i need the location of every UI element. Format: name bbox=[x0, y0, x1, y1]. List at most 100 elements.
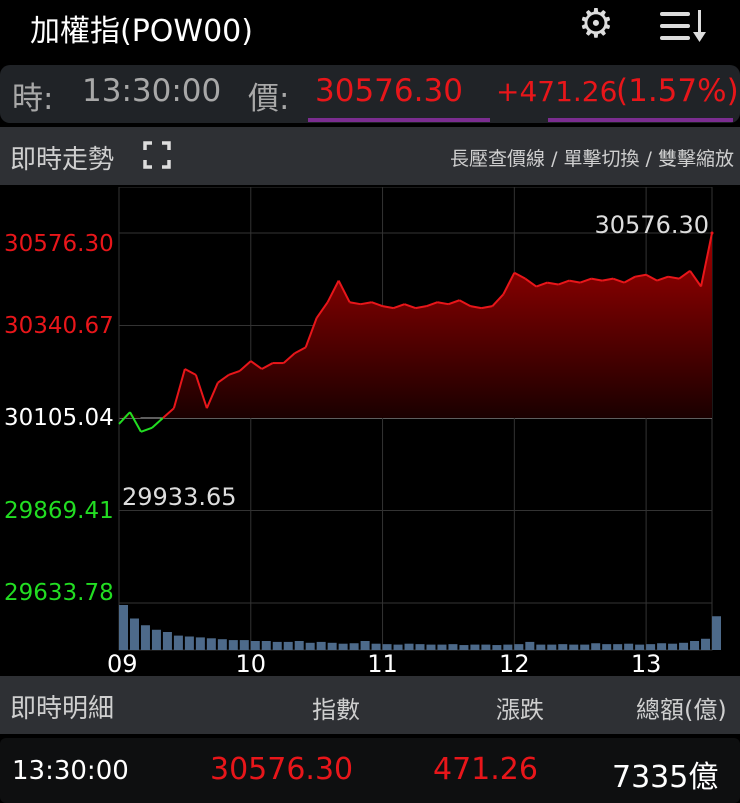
price-underline bbox=[308, 118, 490, 122]
table-row[interactable]: 13:30:00 30576.30 471.26 7335億 bbox=[0, 738, 740, 803]
volume-bar bbox=[481, 644, 491, 650]
price-label: 價: bbox=[248, 81, 290, 117]
volume-bar bbox=[382, 644, 392, 650]
volume-bar bbox=[393, 644, 403, 650]
price-segment bbox=[315, 301, 329, 319]
price-segment bbox=[569, 279, 581, 284]
volume-bar bbox=[536, 644, 546, 650]
volume-bar bbox=[668, 643, 678, 650]
volume-bar bbox=[426, 644, 436, 650]
volume-bar bbox=[140, 625, 150, 650]
chart-svg: 30576.30 29933.65 09 10 11 12 13 bbox=[107, 186, 721, 678]
price-segment bbox=[205, 382, 219, 409]
price-segment bbox=[547, 281, 559, 286]
intraday-chart[interactable]: 30576.30 29933.65 09 10 11 12 13 30576.30 30… bbox=[0, 186, 740, 678]
volume-bar bbox=[712, 616, 721, 650]
volume-bar bbox=[184, 636, 194, 650]
price-segment bbox=[491, 293, 505, 307]
price-segment bbox=[283, 352, 296, 364]
price-segment bbox=[184, 368, 197, 376]
price-segment bbox=[579, 277, 592, 284]
fullscreen-icon[interactable] bbox=[143, 141, 171, 169]
column-header-index: 指數 bbox=[312, 696, 360, 724]
volume-bar bbox=[613, 644, 623, 650]
app-header: 加權指(POW00) ⚙ bbox=[0, 0, 740, 60]
quote-price: 30576.30 bbox=[315, 73, 463, 109]
price-segment bbox=[217, 374, 230, 384]
price-segment bbox=[140, 426, 153, 433]
volume-bar bbox=[151, 629, 161, 650]
quote-time: 13:30:00 bbox=[82, 73, 222, 109]
price-segment bbox=[404, 303, 416, 310]
volume-bar bbox=[646, 644, 656, 650]
sort-list-icon[interactable] bbox=[660, 10, 708, 42]
high-price-label: 30576.30 bbox=[594, 211, 709, 239]
volume-bar bbox=[448, 644, 458, 650]
volume-bar bbox=[470, 644, 480, 650]
volume-bar bbox=[547, 644, 557, 650]
price-segment bbox=[481, 305, 493, 310]
volume-bar bbox=[305, 642, 315, 650]
x-tick-label: 12 bbox=[499, 650, 530, 676]
volume-bar bbox=[206, 638, 216, 650]
volume-bar bbox=[217, 639, 227, 650]
trend-title: 即時走勢 bbox=[10, 145, 115, 175]
volume-bar bbox=[261, 641, 271, 650]
row-change: 471.26 bbox=[433, 752, 538, 787]
volume-bar bbox=[602, 644, 612, 650]
price-segment bbox=[360, 301, 372, 306]
price-segment bbox=[371, 301, 383, 308]
row-amount: 7335億 bbox=[612, 760, 719, 795]
volume-bar bbox=[239, 640, 249, 650]
x-tick-label: 10 bbox=[236, 650, 267, 676]
price-segment bbox=[228, 369, 241, 376]
volume-bar bbox=[569, 644, 579, 650]
volume-bar bbox=[525, 641, 535, 650]
volume-bar bbox=[129, 618, 139, 650]
change-underline bbox=[548, 118, 733, 122]
price-segment bbox=[557, 279, 570, 286]
volume-bar bbox=[558, 644, 568, 650]
trend-hint: 長壓查價線 / 單擊切換 / 雙擊縮放 bbox=[450, 148, 734, 170]
row-time: 13:30:00 bbox=[12, 756, 129, 786]
price-segment bbox=[513, 271, 526, 280]
y-tick-label: 30576.30 bbox=[4, 231, 114, 257]
price-segment bbox=[591, 277, 603, 282]
volume-bar bbox=[283, 641, 293, 650]
price-segment bbox=[502, 272, 516, 295]
price-segment bbox=[689, 270, 702, 288]
column-header-change: 漲跌 bbox=[496, 696, 544, 724]
price-segment bbox=[426, 301, 438, 308]
volume-bar bbox=[514, 644, 524, 650]
volume-bar bbox=[657, 643, 667, 650]
volume-bar bbox=[415, 644, 425, 650]
quote-bar: 時: 13:30:00 價: 30576.30 +471.26 (1.57%) bbox=[0, 65, 740, 123]
volume-bar bbox=[492, 645, 502, 650]
price-segment bbox=[172, 368, 186, 409]
detail-title: 即時明細 bbox=[10, 694, 115, 724]
volume-bar bbox=[503, 644, 513, 650]
price-segment bbox=[382, 305, 394, 310]
volume-bar bbox=[272, 641, 282, 650]
volume-bar bbox=[437, 644, 447, 650]
price-segment bbox=[535, 281, 548, 288]
price-segment bbox=[337, 280, 351, 303]
gear-icon[interactable]: ⚙ bbox=[578, 1, 614, 47]
price-segment bbox=[678, 269, 691, 280]
volume-bar bbox=[459, 645, 469, 650]
low-price-label: 29933.65 bbox=[122, 483, 237, 511]
quote-change: +471.26 bbox=[496, 75, 618, 108]
volume-bar bbox=[162, 632, 172, 650]
volume-bar bbox=[360, 641, 370, 650]
volume-bar bbox=[250, 641, 260, 650]
price-segment bbox=[645, 273, 658, 282]
detail-header: 即時明細 指數 漲跌 總額(億) bbox=[0, 676, 740, 734]
price-area bbox=[119, 233, 712, 418]
price-segment bbox=[458, 299, 471, 308]
price-segment bbox=[239, 360, 252, 372]
price-segment bbox=[194, 374, 208, 409]
volume-bar bbox=[228, 640, 238, 650]
price-segment bbox=[623, 275, 636, 284]
price-segment bbox=[349, 301, 361, 306]
y-tick-label: 29869.41 bbox=[4, 498, 114, 524]
